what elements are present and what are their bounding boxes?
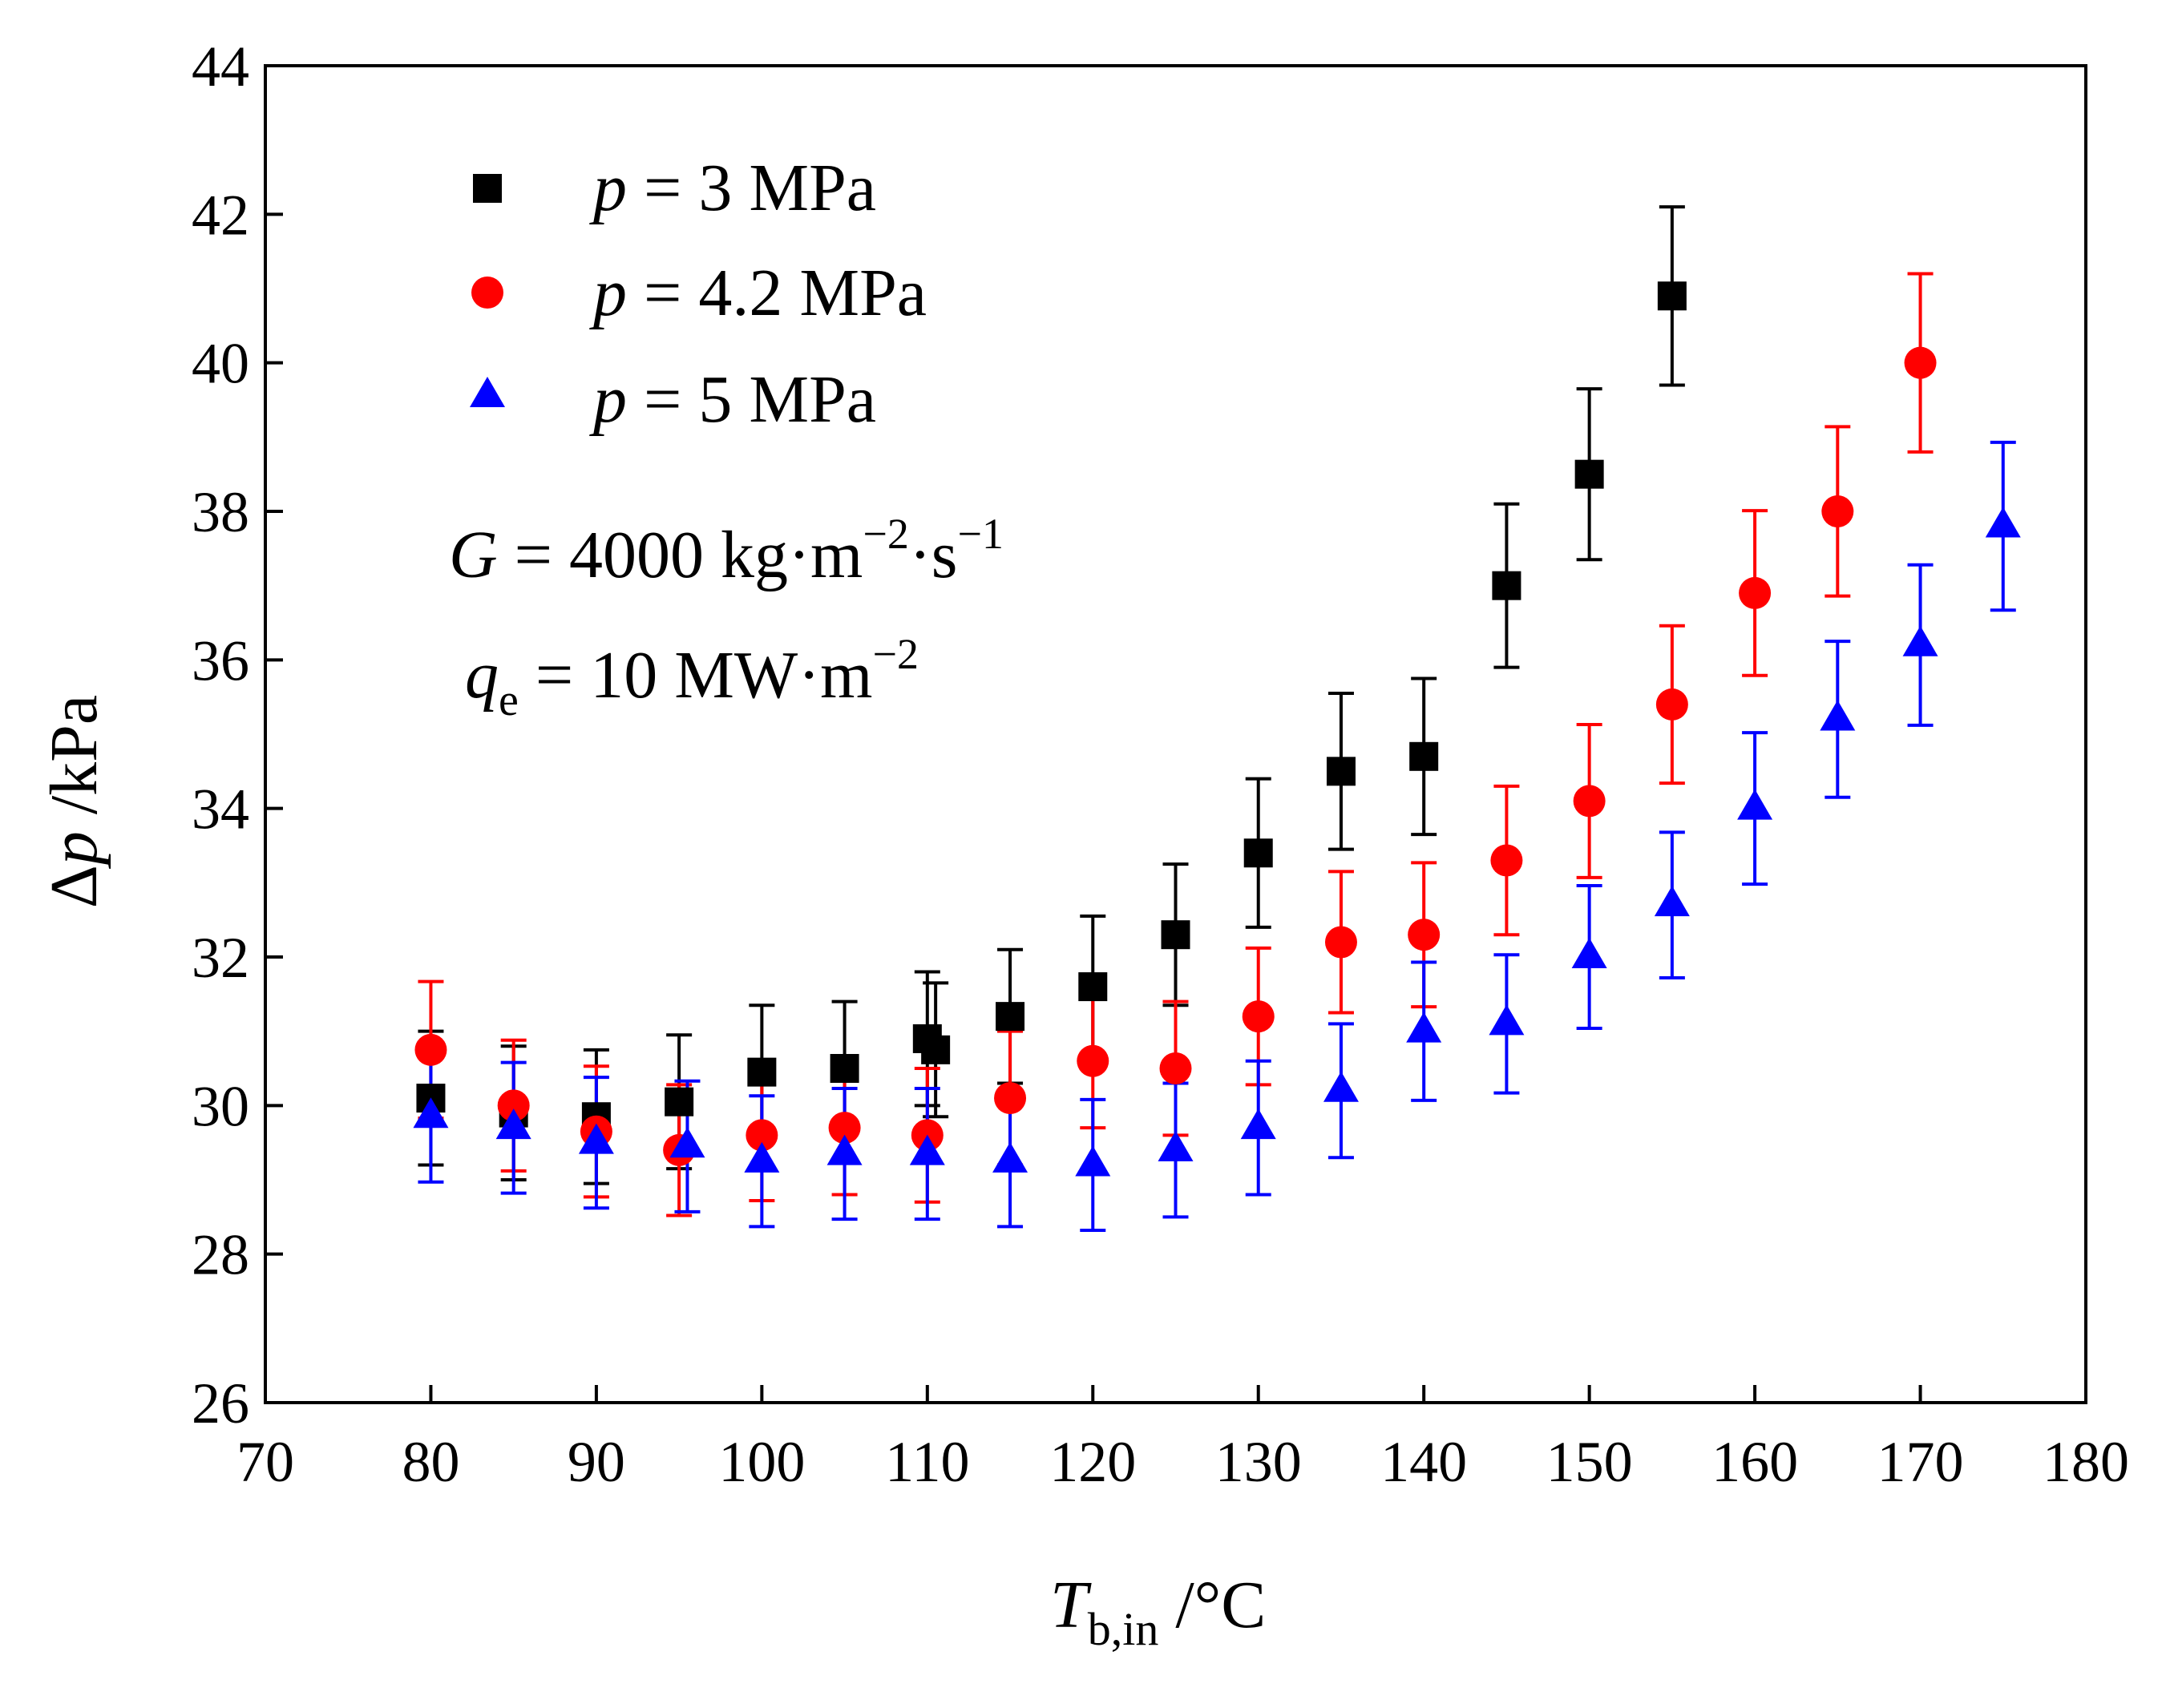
y-tick-label: 42: [192, 183, 249, 247]
legend-marker-square: [473, 174, 502, 203]
data-point-triangle: [1489, 1004, 1525, 1036]
data-point-triangle: [744, 1141, 780, 1173]
y-axis-title-unit: /kPa: [37, 695, 111, 831]
data-point-triangle: [826, 1134, 863, 1165]
y-tick-label: 36: [192, 628, 249, 692]
legend-label-p5: p = 5 MPa: [589, 362, 876, 437]
x-tick-label: 120: [1049, 1430, 1136, 1494]
x-tick-label: 140: [1380, 1430, 1467, 1494]
data-point-circle: [994, 1082, 1027, 1115]
data-point-circle: [1324, 926, 1357, 959]
data-markers: [413, 281, 2021, 1177]
y-tick-label: 44: [192, 34, 249, 99]
data-point-circle: [1490, 844, 1523, 877]
data-point-triangle: [1820, 700, 1856, 731]
legend-label-p4-2: p = 4.2 MPa: [589, 256, 927, 330]
data-point-triangle: [495, 1108, 531, 1140]
data-point-circle: [1242, 1000, 1275, 1033]
data-point-triangle: [1902, 625, 1938, 656]
data-point-triangle: [1985, 507, 2021, 538]
y-tick-label: 28: [192, 1223, 249, 1287]
heat-flux-annotation: qe = 10 MW·m−2: [465, 630, 919, 725]
x-tick-label: 160: [1711, 1430, 1798, 1494]
data-point-square: [665, 1087, 694, 1116]
legend: p = 3 MPa p = 4.2 MPa p = 5 MPa: [470, 151, 927, 437]
y-tick-label: 38: [192, 480, 249, 544]
legend-item-p3: p = 3 MPa: [473, 151, 876, 225]
data-point-square: [1492, 571, 1521, 600]
x-axis: 70 80 90 100 110 120 130 140 150 160 170 180: [236, 1385, 2129, 1494]
data-point-triangle: [992, 1141, 1028, 1173]
data-point-triangle: [1737, 789, 1773, 820]
data-point-triangle: [1571, 938, 1607, 968]
data-point-circle: [1573, 785, 1606, 818]
y-tick-label: 30: [192, 1074, 249, 1138]
mass-flux-annotation: G = 4000 kg·m−2·s−1: [449, 510, 1004, 592]
data-point-triangle: [578, 1123, 614, 1154]
x-tick-label: 150: [1546, 1430, 1633, 1494]
data-point-triangle: [1654, 886, 1690, 917]
x-tick-label: 100: [718, 1430, 805, 1494]
x-axis-title: Tb,in /°C: [1050, 1568, 1266, 1655]
data-point-triangle: [1240, 1108, 1276, 1140]
legend-marker-triangle: [470, 377, 505, 407]
data-point-square: [747, 1057, 777, 1087]
data-point-square: [921, 1035, 951, 1064]
data-point-circle: [828, 1112, 861, 1145]
x-tick-label: 180: [2043, 1430, 2129, 1494]
x-axis-title-unit: /°C: [1158, 1568, 1266, 1642]
data-point-square: [996, 1002, 1025, 1032]
data-point-square: [1326, 757, 1356, 786]
data-point-triangle: [1158, 1130, 1194, 1161]
data-point-circle: [1821, 495, 1854, 527]
y-tick-label: 26: [192, 1371, 249, 1435]
data-point-circle: [1655, 688, 1688, 721]
y-axis-title-symbol: p: [37, 831, 111, 869]
legend-marker-circle: [471, 277, 503, 309]
data-point-triangle: [909, 1134, 945, 1165]
data-point-triangle: [413, 1097, 449, 1129]
data-point-circle: [1408, 919, 1441, 951]
error-bars: [418, 205, 2016, 1233]
legend-item-p5: p = 5 MPa: [470, 362, 876, 437]
data-point-circle: [1904, 346, 1937, 379]
data-point-circle: [497, 1089, 530, 1122]
y-tick-label: 32: [192, 926, 249, 990]
data-point-square: [1409, 741, 1439, 771]
data-point-circle: [414, 1033, 447, 1066]
y-axis-title-delta: Δ: [37, 865, 111, 908]
x-tick-label: 130: [1215, 1430, 1302, 1494]
x-tick-label: 80: [402, 1430, 459, 1494]
data-point-square: [1574, 459, 1604, 489]
y-axis-title: Δp /kPa: [37, 695, 111, 908]
data-point-square: [1243, 838, 1273, 868]
data-point-triangle: [1323, 1071, 1359, 1102]
x-axis-title-subscript: b,in: [1088, 1603, 1159, 1655]
x-tick-label: 70: [236, 1430, 294, 1494]
x-tick-label: 170: [1877, 1430, 1964, 1494]
y-axis: 26 28 30 32 34 36 38 40 42 44: [192, 34, 283, 1435]
data-point-square: [1657, 281, 1687, 311]
data-point-circle: [1159, 1052, 1192, 1084]
data-point-circle: [1739, 576, 1772, 609]
y-tick-label: 34: [192, 777, 249, 842]
data-point-square: [1161, 920, 1190, 950]
legend-item-p4-2: p = 4.2 MPa: [471, 256, 927, 330]
data-point-square: [1078, 972, 1108, 1002]
data-point-triangle: [1075, 1145, 1111, 1177]
x-tick-label: 90: [568, 1430, 625, 1494]
plot-frame: [264, 64, 2087, 1404]
data-point-circle: [746, 1119, 778, 1152]
data-point-triangle: [1406, 1011, 1442, 1043]
x-tick-label: 110: [885, 1430, 969, 1494]
x-axis-title-symbol: T: [1050, 1568, 1092, 1642]
y-tick-label: 40: [192, 332, 249, 396]
data-point-circle: [1077, 1044, 1109, 1077]
data-point-triangle: [669, 1127, 705, 1158]
legend-label-p3: p = 3 MPa: [589, 151, 876, 225]
data-point-square: [830, 1054, 859, 1083]
